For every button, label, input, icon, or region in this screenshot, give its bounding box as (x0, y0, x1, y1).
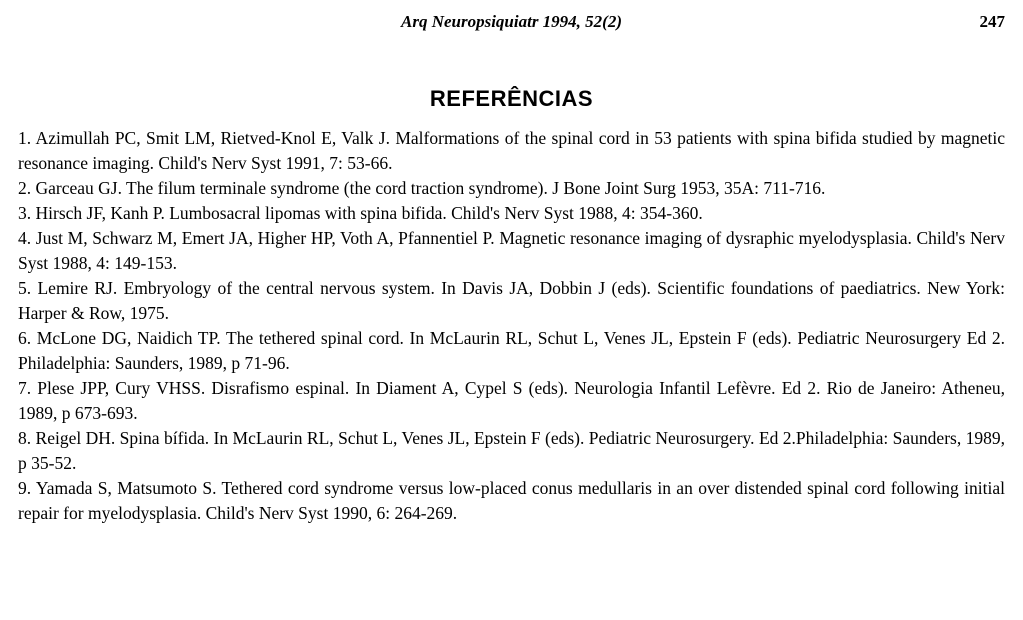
references-list: 1. Azimullah PC, Smit LM, Rietved-Knol E… (18, 126, 1005, 526)
reference-item: 5. Lemire RJ. Embryology of the central … (18, 276, 1005, 326)
reference-item: 8. Reigel DH. Spina bífida. In McLaurin … (18, 426, 1005, 476)
reference-item: 4. Just M, Schwarz M, Emert JA, Higher H… (18, 226, 1005, 276)
section-title: REFERÊNCIAS (18, 86, 1005, 112)
reference-item: 6. McLone DG, Naidich TP. The tethered s… (18, 326, 1005, 376)
reference-item: 9. Yamada S, Matsumoto S. Tethered cord … (18, 476, 1005, 526)
page-number: 247 (980, 12, 1006, 32)
reference-item: 1. Azimullah PC, Smit LM, Rietved-Knol E… (18, 126, 1005, 176)
journal-citation: Arq Neuropsiquiatr 1994, 52(2) (401, 12, 622, 32)
reference-item: 7. Plese JPP, Cury VHSS. Disrafismo espi… (18, 376, 1005, 426)
reference-item: 3. Hirsch JF, Kanh P. Lumbosacral lipoma… (18, 201, 1005, 226)
page-header: Arq Neuropsiquiatr 1994, 52(2) 247 (18, 12, 1005, 32)
reference-item: 2. Garceau GJ. The filum terminale syndr… (18, 176, 1005, 201)
